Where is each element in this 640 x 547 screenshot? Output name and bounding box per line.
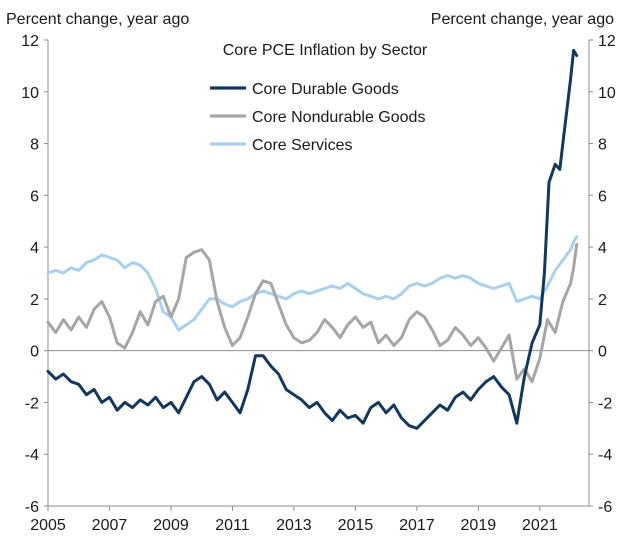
left-y-tick-label: -2: [25, 395, 39, 412]
right-y-tick-label: -4: [598, 447, 612, 464]
legend: Core Durable Goods Core Nondurable Goods…: [210, 81, 425, 154]
x-tick-label: 2011: [215, 517, 250, 534]
left-y-tick-label: 6: [30, 188, 39, 205]
x-tick-label: 2005: [30, 517, 66, 534]
chart-title: Core PCE Inflation by Sector: [223, 42, 428, 59]
left-y-tick-label: 8: [30, 137, 39, 154]
left-y-tick-label: 0: [30, 344, 39, 361]
left-y-tick-labels: -6 -4 -2 0 2 4 6 8 10 12: [21, 33, 39, 516]
right-y-tick-label: 6: [598, 188, 607, 205]
series-line-core-services: [46, 235, 579, 332]
left-y-tick-label: 10: [21, 85, 39, 102]
legend-label-core-nondurable-goods: Core Nondurable Goods: [252, 109, 425, 126]
left-y-tick-label: -4: [25, 447, 39, 464]
right-y-tick-label: 8: [598, 137, 607, 154]
right-y-tick-label: -6: [598, 499, 612, 516]
x-tick-label: 2015: [338, 517, 374, 534]
series-line-core-nondurable-goods: [46, 243, 579, 384]
right-y-tick-label: -2: [598, 395, 612, 412]
left-axis-title: Percent change, year ago: [6, 11, 189, 28]
right-y-tick-label: 2: [598, 292, 607, 309]
x-tick-label: 2007: [92, 517, 128, 534]
x-tick-label: 2013: [276, 517, 312, 534]
left-y-tick-label: -6: [25, 499, 39, 516]
legend-label-core-durable-goods: Core Durable Goods: [252, 81, 399, 98]
x-tick-labels: 2005 2007 2009 2011 2013 2015 2017 2019 2021: [30, 517, 558, 534]
left-y-tick-label: 2: [30, 292, 39, 309]
axis-lines: [44, 39, 593, 511]
right-y-tick-label: 0: [598, 344, 607, 361]
right-y-tick-label: 12: [598, 33, 616, 50]
right-y-tick-label: 4: [598, 240, 607, 257]
left-y-tick-label: 12: [21, 33, 39, 50]
series-lines: [46, 48, 579, 430]
legend-label-core-services: Core Services: [252, 137, 352, 154]
x-tick-label: 2017: [399, 517, 435, 534]
right-axis-title: Percent change, year ago: [431, 11, 614, 28]
left-y-tick-label: 4: [30, 240, 39, 257]
x-tick-label: 2021: [522, 517, 558, 534]
right-y-tick-labels: -6 -4 -2 0 2 4 6 8 10 12: [598, 33, 616, 516]
x-tick-label: 2019: [461, 517, 497, 534]
series-line-core-durable-goods: [46, 48, 579, 430]
x-tick-label: 2009: [153, 517, 189, 534]
right-y-tick-label: 10: [598, 85, 616, 102]
